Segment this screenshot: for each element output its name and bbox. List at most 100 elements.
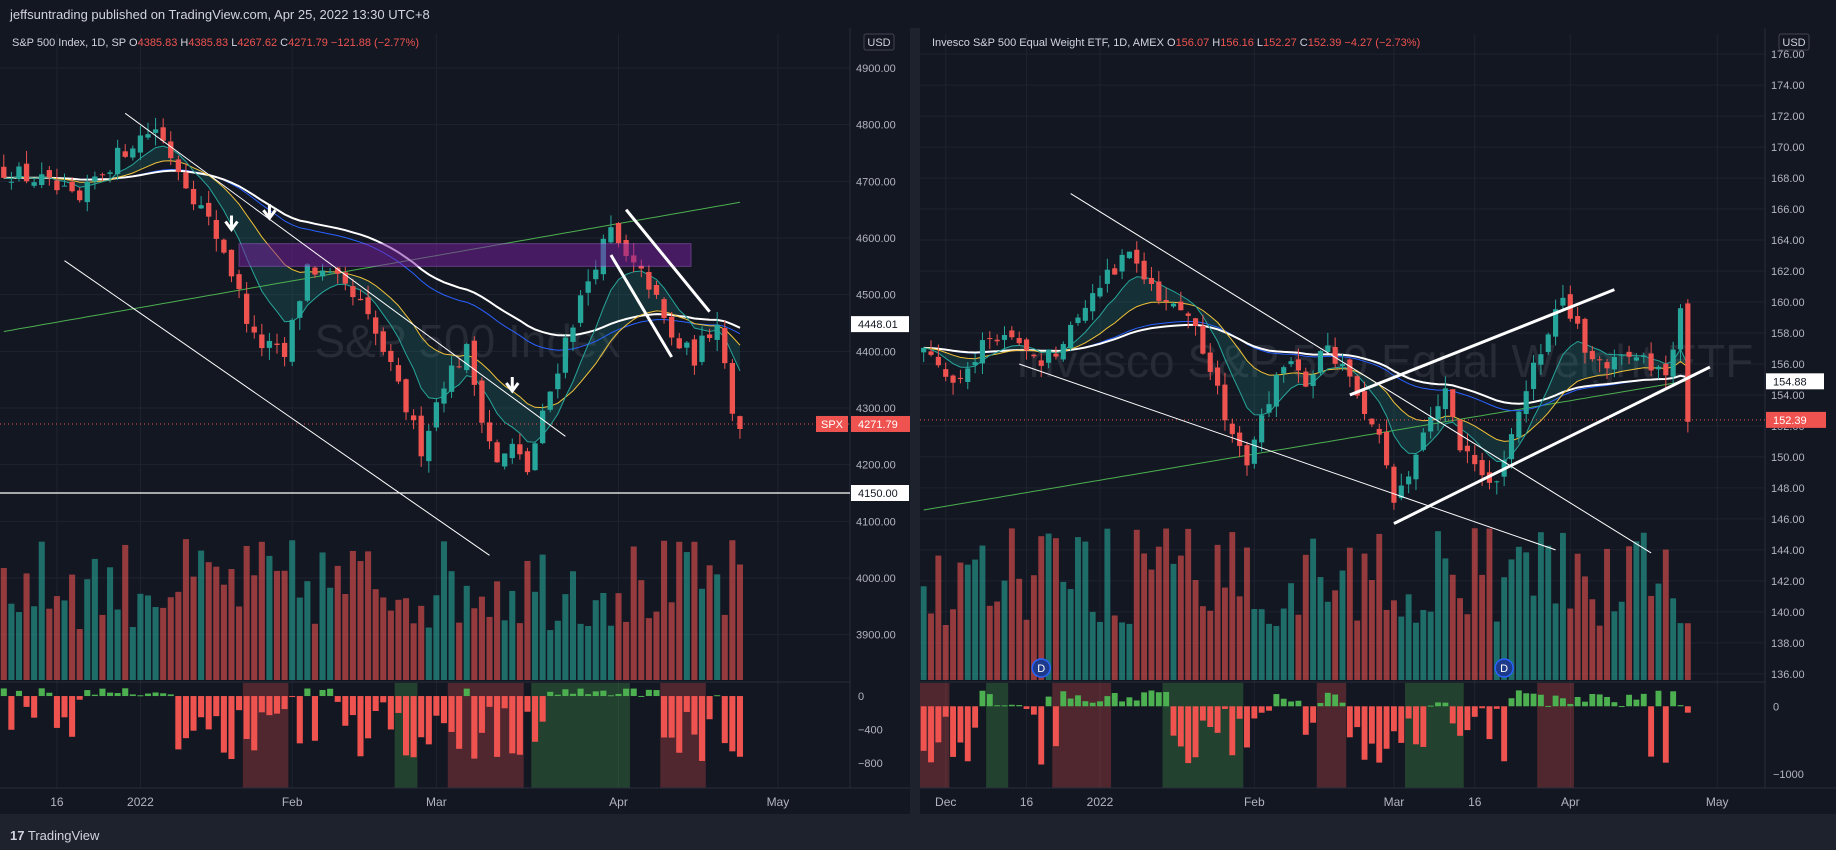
candle-body	[1215, 367, 1221, 386]
candle-body	[198, 205, 204, 209]
oscillator-bar	[1361, 706, 1368, 760]
oscillator-bar	[729, 696, 736, 752]
oscillator-bar	[456, 696, 463, 749]
oscillator-bar	[1097, 701, 1103, 707]
oscillator-bar	[1045, 696, 1052, 707]
candle-body	[183, 172, 189, 189]
volume-bar	[645, 618, 652, 680]
volume-bar	[1390, 600, 1397, 680]
price-tick-label: 4800.00	[856, 120, 896, 132]
candle-body	[281, 342, 288, 357]
price-tick-label: 138.00	[1771, 638, 1805, 650]
candle-body	[1097, 287, 1103, 297]
spx-chart-panel[interactable]: S&P 500 Index 3900.00 4000.00 4100.00 4200.0…	[0, 28, 911, 814]
volume-bar	[463, 585, 470, 680]
candle-body	[1663, 363, 1669, 376]
time-tick-label: 16	[50, 795, 64, 809]
volume-bar	[205, 562, 212, 680]
volume-bar	[281, 570, 288, 680]
candle-body	[1685, 303, 1691, 422]
rsp-chart-svg[interactable]: Invesco S&P 500 Equal Weight ETF 136.00 13…	[920, 28, 1836, 814]
volume-bar	[928, 613, 934, 680]
oscillator-bar	[23, 696, 30, 707]
volume-bar	[1148, 569, 1155, 680]
oscillator-bar	[1346, 706, 1353, 738]
volume-bar	[532, 591, 539, 680]
oscillator-bar	[137, 695, 144, 697]
candle-body	[1435, 406, 1441, 420]
candle-body	[615, 223, 622, 244]
oscillator-bar	[273, 696, 281, 714]
price-tick-label: 150.00	[1771, 452, 1805, 464]
oscillator-bar	[1486, 706, 1493, 740]
rising-channel-lower	[1393, 365, 1711, 525]
volume-bar	[653, 611, 660, 680]
volume-bar	[1104, 528, 1111, 680]
volume-bar	[38, 541, 45, 680]
oscillator-bar	[1324, 692, 1331, 707]
oscillator-bar	[972, 706, 979, 728]
oscillator-bar	[1640, 693, 1647, 707]
volume-bar	[107, 567, 114, 680]
oscillator-bar	[69, 696, 76, 737]
candle-body	[1156, 281, 1162, 301]
candle-body	[1237, 432, 1243, 446]
rsp-chart-panel[interactable]: Invesco S&P 500 Equal Weight ETF 136.00 13…	[920, 28, 1836, 814]
oscillator-bar	[539, 696, 546, 722]
candle-body	[691, 339, 698, 366]
oscillator-bar	[8, 696, 15, 730]
oscillator-bar	[1552, 695, 1559, 707]
oscillator-bar	[1273, 694, 1280, 707]
legend-part: 4385.83	[138, 37, 181, 49]
volume-bar	[448, 571, 455, 680]
volume-bar	[1155, 546, 1162, 680]
oscillator-bar	[957, 706, 964, 743]
oscillator-bar	[349, 696, 356, 716]
wedge-line-upper	[624, 208, 711, 313]
oscillator-bar	[1199, 706, 1206, 721]
volume-bar	[562, 594, 569, 680]
candle-body	[1450, 389, 1456, 417]
oscillator-bar	[1119, 701, 1126, 707]
candle-body	[1553, 309, 1559, 337]
volume-bar	[1310, 538, 1317, 680]
oscillator-bar	[1082, 701, 1089, 707]
volume-bar	[1530, 595, 1537, 680]
candle-body	[1207, 352, 1213, 372]
tradingview-logo[interactable]: 17 TradingView	[10, 828, 99, 843]
publish-info: jeffsuntrading published on TradingView.…	[10, 7, 430, 22]
volume-bar	[1273, 625, 1280, 680]
oscillator-bar	[1089, 702, 1096, 707]
volume-bar	[1670, 598, 1677, 680]
volume-bar	[986, 605, 993, 680]
legend-part: −121.88 (−2.77%)	[331, 37, 419, 49]
volume-bar	[539, 554, 546, 680]
volume-bar	[1244, 547, 1250, 680]
candle-body	[1428, 417, 1434, 432]
oscillator-bar	[592, 691, 599, 697]
oscillator-bar	[698, 696, 706, 761]
candle-body	[1589, 350, 1595, 360]
volume-bar	[1611, 611, 1618, 680]
oscillator-bar	[122, 688, 129, 697]
oscillator-bar	[524, 696, 531, 712]
candle-body	[1104, 269, 1110, 284]
volume-bar	[1229, 532, 1236, 680]
oscillator-bar	[1221, 706, 1228, 709]
oscillator-bar	[1435, 702, 1441, 707]
candle-body	[1633, 357, 1639, 361]
price-level-label: 4448.01	[858, 319, 898, 331]
price-tick-label: 164.00	[1771, 235, 1805, 247]
candle-body	[335, 267, 341, 274]
oscillator-bar	[1030, 706, 1037, 715]
candle-body	[39, 174, 45, 186]
candle-body	[1281, 367, 1287, 374]
legend-part: O	[129, 37, 138, 49]
spx-chart-svg[interactable]: S&P 500 Index3900.004000.004100.004200.0…	[0, 28, 911, 814]
candle-body	[1354, 376, 1360, 396]
candle-body	[312, 267, 318, 275]
oscillator-bar	[1471, 706, 1478, 717]
candle-body	[928, 351, 934, 355]
candle-body	[608, 227, 614, 243]
candle-body	[570, 327, 576, 342]
